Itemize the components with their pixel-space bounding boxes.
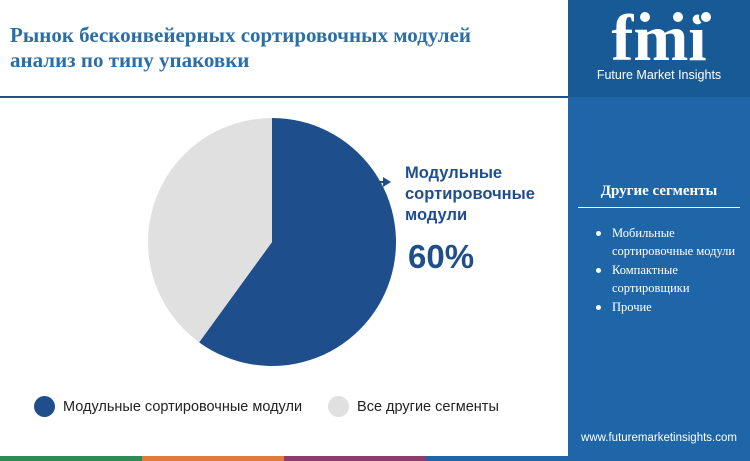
legend-item-other: Все другие сегменты bbox=[328, 396, 499, 417]
pie-slice-other bbox=[148, 117, 272, 343]
globe-icon-inner bbox=[640, 12, 650, 22]
title-divider bbox=[0, 96, 568, 98]
callout-value: 60% bbox=[408, 238, 475, 275]
chart-title-line-1: Рынок бесконвейерных сортировочных модул… bbox=[10, 23, 471, 47]
other-segment-item: Мобильные сортировочные модули bbox=[596, 224, 746, 260]
bottom-bar-segment-3 bbox=[284, 456, 426, 461]
website-url: www.futuremarketinsights.com bbox=[581, 432, 737, 444]
other-segment-item: Прочие bbox=[596, 298, 746, 316]
other-segments-list: Мобильные сортировочные модули Компактны… bbox=[596, 224, 746, 317]
bottom-bar-segment-4 bbox=[426, 456, 568, 461]
pie-chart bbox=[148, 117, 396, 366]
person-icon-inner bbox=[673, 12, 683, 22]
sidebar: fmi Future Market Insights Другие сегмен… bbox=[568, 0, 750, 461]
pie-slice-primary bbox=[199, 118, 396, 366]
other-segments-heading: Другие сегменты bbox=[578, 175, 740, 208]
fmi-logo-mark: fmi bbox=[611, 4, 713, 68]
chart-title: Рынок бесконвейерных сортировочных модул… bbox=[10, 23, 550, 73]
bottom-bar-segment-1 bbox=[0, 456, 142, 461]
logo-wordmark: fmi bbox=[611, 4, 706, 68]
legend-swatch-other bbox=[328, 396, 350, 417]
bottom-color-bar bbox=[0, 456, 568, 461]
chart-title-line-2: анализ по типу упаковки bbox=[10, 48, 250, 72]
logo: fmi Future Market Insights bbox=[568, 0, 750, 97]
legend-label-other: Все другие сегменты bbox=[357, 398, 499, 415]
callout-label: Модульные сортировочные модули bbox=[405, 164, 535, 224]
legend-swatch-primary bbox=[34, 396, 55, 417]
other-segment-item: Компактные сортировщики bbox=[596, 261, 746, 297]
legend-label-primary: Модульные сортировочные модули bbox=[63, 398, 303, 415]
callout-arrow-icon bbox=[374, 177, 391, 187]
bottom-bar-segment-2 bbox=[142, 456, 284, 461]
map-icon-inner bbox=[701, 12, 711, 22]
legend: Модульные сортировочные модули Все други… bbox=[34, 396, 525, 417]
legend-item-primary: Модульные сортировочные модули bbox=[34, 396, 302, 417]
logo-caption: Future Market Insights bbox=[596, 68, 722, 82]
